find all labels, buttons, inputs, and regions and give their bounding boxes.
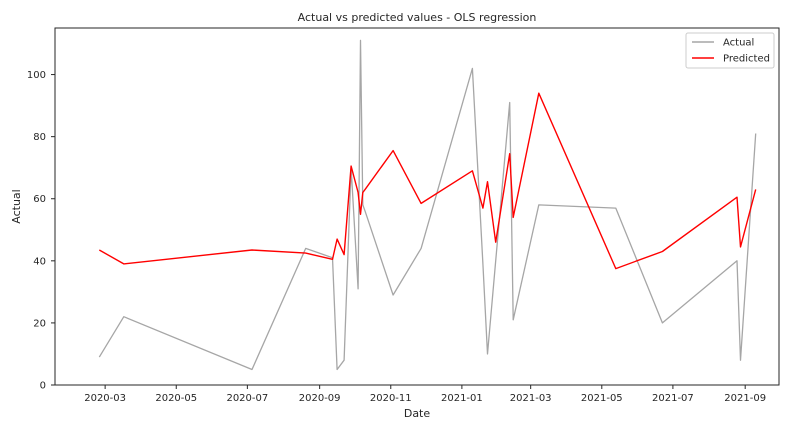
- y-tick-label: 20: [33, 318, 46, 329]
- legend-label-predicted: Predicted: [723, 54, 770, 65]
- y-axis: 0 20 40 60 80 100: [27, 70, 55, 392]
- x-tick-label: 2020-07: [226, 393, 268, 404]
- y-tick-label: 80: [33, 132, 46, 143]
- x-tick-label: 2020-09: [299, 393, 341, 404]
- plot-frame: [54, 27, 780, 386]
- chart-title: Actual vs predicted values - OLS regress…: [298, 11, 537, 24]
- x-tick-label: 2021-09: [724, 393, 766, 404]
- y-axis-title: Actual: [10, 189, 23, 223]
- series-line-predicted: [98, 92, 757, 270]
- x-axis: 2020-03 2020-05 2020-07 2020-09 2020-11 2021-…: [84, 385, 766, 404]
- x-tick-label: 2020-03: [84, 393, 126, 404]
- legend: Actual Predicted: [685, 32, 775, 69]
- y-tick-label: 60: [33, 194, 46, 205]
- y-tick-label: 40: [33, 256, 46, 267]
- x-tick-label: 2021-01: [441, 393, 483, 404]
- y-tick-label: 100: [27, 70, 46, 81]
- x-axis-title: Date: [404, 407, 431, 420]
- series-line-actual: [98, 39, 757, 371]
- x-tick-label: 2021-07: [652, 393, 694, 404]
- legend-label-actual: Actual: [723, 38, 754, 49]
- y-tick-label: 0: [40, 381, 46, 392]
- series-layer: [98, 39, 757, 371]
- x-tick-label: 2021-03: [510, 393, 552, 404]
- x-tick-label: 2021-05: [581, 393, 623, 404]
- x-tick-label: 2020-11: [370, 393, 412, 404]
- x-tick-label: 2020-05: [155, 393, 197, 404]
